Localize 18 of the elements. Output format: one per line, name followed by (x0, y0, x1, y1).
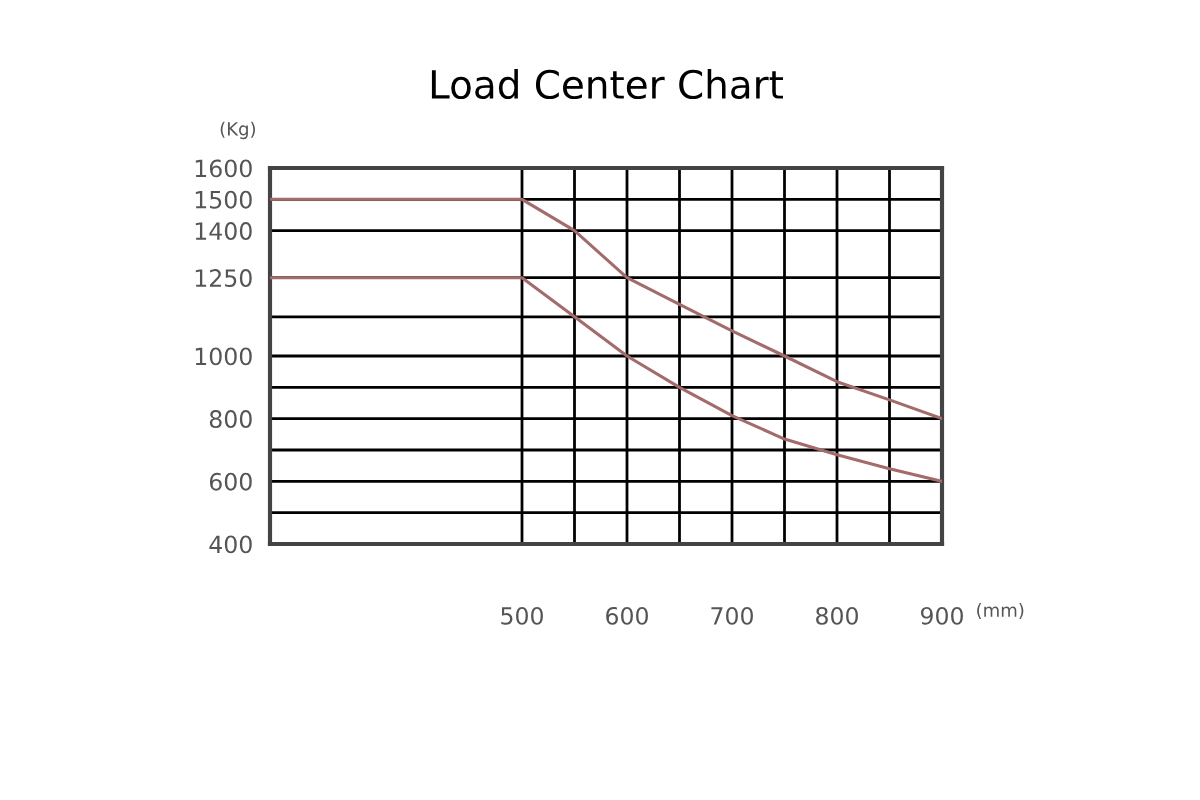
x-tick-label: 600 (606, 606, 648, 625)
line-series (270, 197, 942, 421)
x-tick-label: 500 (501, 606, 543, 625)
y-tick-label: 1000 (195, 347, 252, 366)
y-tick-label: 400 (209, 535, 252, 554)
x-tick-label: 900 (920, 606, 963, 625)
y-tick-label: 1500 (195, 190, 252, 209)
x-tick-label: 700 (711, 606, 753, 625)
y-tick-label: 1250 (195, 269, 252, 287)
x-axis-title: (mm) (977, 602, 1024, 620)
line-series (270, 276, 942, 483)
chart-title: Load Center Chart (431, 69, 783, 100)
y-tick-label: 800 (209, 410, 252, 428)
y-axis-title: (Kg) (220, 121, 256, 140)
y-tick-label: 600 (209, 472, 252, 491)
y-tick-label: 1600 (195, 159, 252, 178)
y-tick-label: 1400 (195, 222, 252, 240)
x-tick-label: 800 (816, 606, 858, 625)
